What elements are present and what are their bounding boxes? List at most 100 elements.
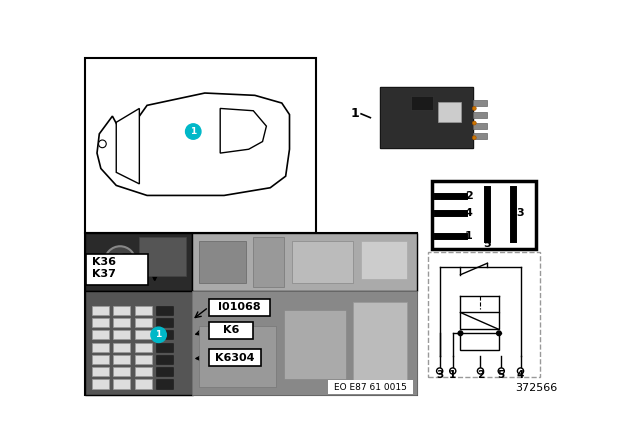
Text: 2: 2 bbox=[477, 370, 484, 380]
Bar bbox=[473, 133, 486, 139]
Text: 1: 1 bbox=[449, 370, 456, 380]
Bar bbox=[156, 318, 173, 327]
Bar bbox=[92, 330, 109, 340]
Bar bbox=[92, 355, 109, 364]
Text: 3: 3 bbox=[516, 208, 524, 218]
Circle shape bbox=[186, 124, 201, 139]
Bar bbox=[353, 302, 407, 387]
Circle shape bbox=[472, 107, 476, 110]
Bar bbox=[156, 355, 173, 364]
Bar bbox=[200, 241, 246, 283]
Bar bbox=[209, 322, 253, 339]
Bar bbox=[156, 306, 173, 315]
Bar bbox=[135, 367, 152, 376]
Bar bbox=[113, 330, 130, 340]
Bar bbox=[192, 233, 417, 291]
Bar bbox=[460, 313, 499, 329]
Bar bbox=[284, 310, 346, 379]
Bar bbox=[428, 252, 540, 377]
Bar bbox=[113, 367, 130, 376]
Text: 1: 1 bbox=[190, 127, 196, 136]
Bar bbox=[432, 181, 536, 249]
Bar bbox=[135, 306, 152, 315]
Bar bbox=[135, 318, 152, 327]
Bar bbox=[113, 379, 130, 389]
Bar bbox=[156, 330, 173, 340]
Bar bbox=[86, 291, 193, 395]
Circle shape bbox=[498, 368, 504, 374]
Bar bbox=[380, 87, 473, 148]
Text: 1: 1 bbox=[156, 330, 162, 339]
Text: 4: 4 bbox=[517, 370, 524, 380]
Bar bbox=[209, 349, 261, 366]
Bar bbox=[460, 333, 499, 350]
Bar bbox=[253, 237, 284, 287]
Bar bbox=[135, 379, 152, 389]
Bar bbox=[156, 318, 173, 327]
Circle shape bbox=[477, 368, 484, 374]
Circle shape bbox=[450, 368, 456, 374]
Bar bbox=[473, 123, 486, 129]
PathPatch shape bbox=[116, 108, 140, 184]
Circle shape bbox=[497, 331, 501, 336]
Text: K6304: K6304 bbox=[215, 353, 255, 363]
Bar bbox=[113, 343, 130, 352]
Text: 1: 1 bbox=[351, 108, 359, 121]
Text: 5: 5 bbox=[498, 370, 505, 380]
Bar bbox=[209, 299, 270, 315]
Circle shape bbox=[472, 136, 476, 140]
PathPatch shape bbox=[220, 108, 266, 153]
Circle shape bbox=[517, 368, 524, 374]
Text: 1: 1 bbox=[465, 231, 473, 241]
Circle shape bbox=[151, 327, 166, 343]
Circle shape bbox=[458, 331, 463, 336]
Bar bbox=[328, 380, 413, 394]
Bar bbox=[156, 367, 173, 376]
Bar bbox=[135, 343, 152, 352]
Bar bbox=[192, 291, 417, 395]
Bar bbox=[380, 87, 473, 148]
Bar bbox=[92, 379, 109, 389]
Circle shape bbox=[99, 140, 106, 148]
Bar bbox=[156, 379, 173, 389]
Bar bbox=[156, 379, 173, 389]
Bar bbox=[113, 355, 130, 364]
Bar bbox=[92, 343, 109, 352]
Bar bbox=[135, 330, 152, 340]
Bar bbox=[92, 306, 109, 315]
Text: 372566: 372566 bbox=[515, 383, 557, 393]
Bar bbox=[156, 306, 173, 315]
Bar bbox=[156, 343, 173, 352]
Bar bbox=[156, 330, 173, 340]
Text: 5: 5 bbox=[484, 239, 492, 249]
Bar bbox=[156, 343, 173, 352]
Bar bbox=[361, 241, 407, 280]
Circle shape bbox=[105, 246, 136, 277]
Circle shape bbox=[436, 368, 443, 374]
Bar bbox=[113, 306, 130, 315]
Bar bbox=[86, 254, 148, 285]
Text: I01068: I01068 bbox=[218, 302, 260, 312]
Circle shape bbox=[113, 254, 128, 269]
Circle shape bbox=[118, 259, 122, 264]
Text: EO E87 61 0015: EO E87 61 0015 bbox=[334, 383, 407, 392]
PathPatch shape bbox=[97, 93, 289, 195]
Bar bbox=[86, 233, 192, 291]
Text: K37: K37 bbox=[92, 269, 116, 279]
Circle shape bbox=[472, 121, 476, 125]
Bar bbox=[113, 318, 130, 327]
Bar bbox=[135, 355, 152, 364]
Bar bbox=[438, 102, 461, 121]
Bar bbox=[156, 367, 173, 376]
Bar bbox=[292, 241, 353, 283]
Text: K36: K36 bbox=[92, 257, 116, 267]
Bar bbox=[200, 326, 276, 387]
Bar bbox=[411, 96, 433, 110]
Text: 2: 2 bbox=[465, 191, 473, 201]
Text: K6: K6 bbox=[223, 325, 239, 335]
Bar bbox=[86, 58, 316, 233]
Bar bbox=[92, 318, 109, 327]
Text: 3: 3 bbox=[436, 370, 444, 380]
Bar bbox=[86, 233, 417, 395]
Text: 4: 4 bbox=[465, 208, 473, 218]
